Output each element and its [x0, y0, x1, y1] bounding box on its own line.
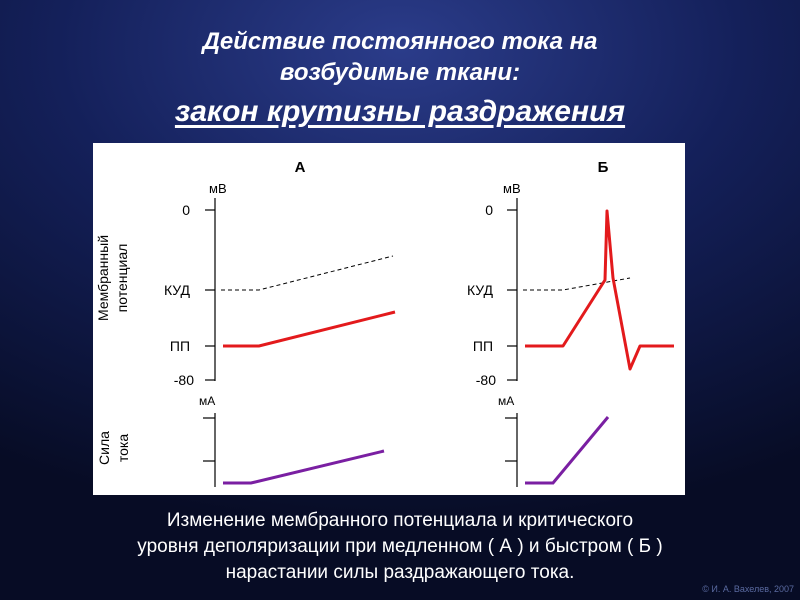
caption: Изменение мембранного потенциала и крити…	[0, 508, 800, 586]
a-unit-ma: мА	[199, 394, 215, 408]
copyright-note: © И. А. Вахелев, 2007	[702, 584, 794, 594]
caption-line-2: уровня деполяризации при медленном ( А )…	[137, 536, 663, 557]
ylabel-potential-1: Мембранный	[95, 235, 111, 321]
figure-panel: А Б Мембранный потенциал Сила тока мВ 0 …	[93, 143, 685, 495]
a-tick-label-kud: КУД	[164, 282, 191, 298]
a-unit-mv: мВ	[209, 181, 227, 196]
ylabel-potential-2: потенциал	[114, 244, 130, 313]
a-tick-label-0: 0	[182, 202, 190, 218]
b-tick-label-pp: ПП	[473, 338, 493, 354]
caption-line-3: нарастании силы раздражающего тока.	[225, 562, 575, 583]
panel-b-label: Б	[598, 159, 609, 176]
title-line-1: Действие постоянного тока на	[202, 28, 598, 55]
panel-a-label: А	[295, 159, 306, 176]
a-threshold-line	[221, 255, 394, 291]
b-potential-line	[525, 209, 674, 371]
figure-svg: А Б Мембранный потенциал Сила тока мВ 0 …	[95, 159, 674, 487]
b-tick-label-80: -80	[476, 372, 496, 388]
a-tick-label-pp: ПП	[170, 338, 190, 354]
b-tick-label-0: 0	[485, 202, 493, 218]
b-unit-mv: мВ	[503, 181, 521, 196]
b-unit-ma: мА	[498, 394, 514, 408]
b-tick-label-kud: КУД	[467, 282, 494, 298]
ylabel-current-1: Сила	[96, 431, 112, 465]
a-potential-line	[223, 310, 396, 348]
caption-line-1: Изменение мембранного потенциала и крити…	[166, 510, 634, 531]
title-line-2: возбудимые ткани:	[279, 59, 521, 86]
ylabel-current-2: тока	[115, 434, 131, 462]
b-current-line	[525, 416, 610, 485]
b-threshold-line	[523, 277, 631, 291]
a-tick-label-80: -80	[174, 372, 194, 388]
a-current-line	[223, 449, 385, 485]
title-line-3: закон крутизны раздражения	[174, 95, 626, 128]
